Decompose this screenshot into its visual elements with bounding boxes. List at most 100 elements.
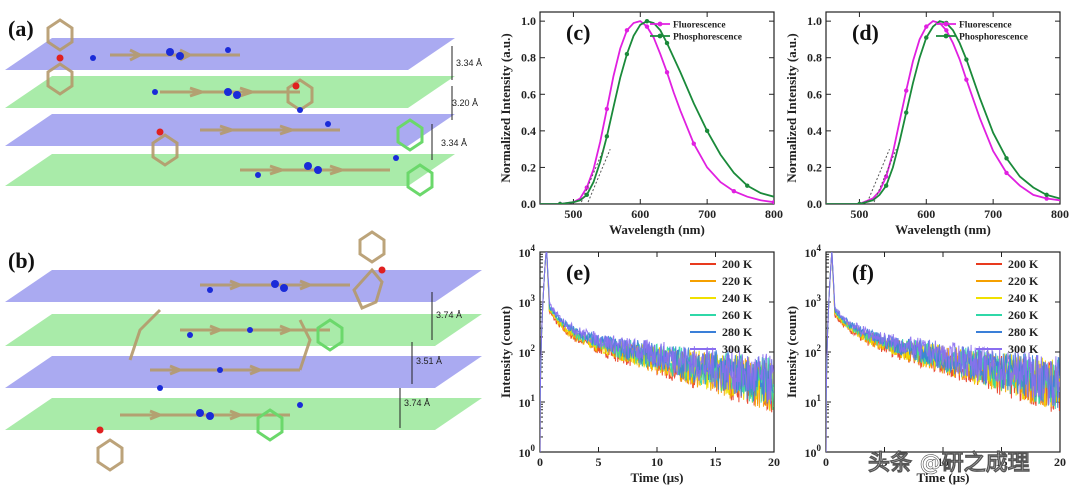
legend-label-f: 200 K xyxy=(1008,257,1039,271)
data-point-c-1 xyxy=(584,192,589,198)
legend-label-c: Fluorescence xyxy=(673,21,726,31)
onset-line-c xyxy=(580,148,604,204)
data-point-c-0 xyxy=(604,106,610,112)
data-point-c-1 xyxy=(604,134,610,139)
data-point-d-1 xyxy=(964,57,969,62)
x-tick-label-c: 700 xyxy=(698,207,716,221)
legend-label-e: 220 K xyxy=(722,274,753,288)
panel-b-label: (b) xyxy=(8,248,35,273)
legend-label-e: 240 K xyxy=(722,291,753,305)
x-axis-label-f: Time (μs) xyxy=(917,470,970,485)
x-tick-label-c: 500 xyxy=(564,207,582,221)
plot-area-e xyxy=(540,252,774,452)
distance-arrows-b xyxy=(399,292,433,428)
series-line-d-1 xyxy=(826,20,1060,204)
y-tick-label-e: 103 xyxy=(519,293,536,310)
data-point-c-0 xyxy=(731,189,737,194)
atoms-a xyxy=(56,47,399,178)
data-point-d-0 xyxy=(924,24,929,29)
x-tick-label-f: 15 xyxy=(996,455,1008,469)
y-tick-label-e: 100 xyxy=(519,443,536,460)
distance-b2: 3.51 Å xyxy=(416,356,442,366)
chart-e: 0 5 10 15 20 100 101 102 103 104 Time (μs) Intensit… xyxy=(498,243,780,485)
distance-b3: 3.74 Å xyxy=(404,398,430,408)
legend-label-f: 300 K xyxy=(1008,342,1039,356)
x-tick-label-e: 0 xyxy=(537,455,543,469)
x-tick-label-d: 600 xyxy=(917,207,935,221)
y-tick-label-e: 102 xyxy=(519,343,536,360)
legend-marker-d xyxy=(943,21,949,27)
data-point-c-1 xyxy=(644,18,650,24)
legend-label-f: 260 K xyxy=(1008,308,1039,322)
panel-label-c: (c) xyxy=(566,20,590,45)
x-tick-label-e: 10 xyxy=(651,455,663,469)
x-tick-label-e: 20 xyxy=(768,455,780,469)
green-ring-a xyxy=(396,118,434,197)
plot-area-c xyxy=(540,18,774,204)
y-tick-label-c: 0.6 xyxy=(521,87,536,101)
distance-a3: 3.34 Å xyxy=(441,138,467,148)
plot-frame-d xyxy=(825,11,1061,205)
y-tick-label-d: 0.2 xyxy=(807,160,822,174)
data-point-d-0 xyxy=(1044,196,1049,201)
series-line-c-1 xyxy=(540,20,774,204)
y-tick-label-d: 1.0 xyxy=(807,14,822,28)
y-tick-label-e: 101 xyxy=(519,393,536,410)
legend-marker-c xyxy=(657,33,663,39)
legend-label-e: 200 K xyxy=(722,257,753,271)
x-axis-label-d: Wavelength (nm) xyxy=(895,222,991,237)
y-tick-label-f: 101 xyxy=(805,393,822,410)
x-axis-label-e: Time (μs) xyxy=(631,470,684,485)
molecules-b xyxy=(96,230,386,472)
distance-arrows-a xyxy=(431,46,453,160)
data-point-c-0 xyxy=(664,70,670,75)
series-line-d-0 xyxy=(826,20,1060,204)
decay-curve-e-5 xyxy=(540,252,774,452)
x-axis-label-c: Wavelength (nm) xyxy=(609,222,705,237)
onset-line-d xyxy=(866,148,890,204)
data-point-c-1 xyxy=(624,51,630,57)
legend-label-f: 220 K xyxy=(1008,274,1039,288)
x-tick-label-c: 600 xyxy=(631,207,649,221)
x-tick-label-e: 5 xyxy=(596,455,602,469)
panel-label-f: (f) xyxy=(852,260,874,285)
legend-marker-c xyxy=(657,21,663,27)
data-point-c-0 xyxy=(771,199,774,204)
molecules-a xyxy=(46,18,390,176)
panel-b: (b) 3.74 Å 3.51 Å 3.74 Å xyxy=(5,230,482,472)
data-point-d-1 xyxy=(1044,192,1049,198)
data-point-d-0 xyxy=(964,77,969,82)
x-tick-label-d: 800 xyxy=(1051,207,1069,221)
legend-label-e: 280 K xyxy=(722,325,753,339)
data-point-c-1 xyxy=(745,183,750,188)
data-point-d-1 xyxy=(857,201,862,204)
y-tick-label-c: 0.8 xyxy=(521,51,536,65)
watermark: 头条 @研之成理 xyxy=(868,450,1030,476)
plane-a4 xyxy=(5,154,455,186)
plot-frame-c xyxy=(539,11,775,205)
legend-label-d: Phosphorescence xyxy=(959,33,1028,43)
y-tick-label-c: 0.4 xyxy=(521,124,536,138)
y-tick-label-f: 103 xyxy=(805,293,822,310)
data-point-c-0 xyxy=(644,24,650,29)
legend-label-d: Fluorescence xyxy=(959,21,1012,31)
x-tick-label-f: 20 xyxy=(1054,455,1066,469)
y-axis-label-d: Normalized Intensity (a.u.) xyxy=(784,33,799,183)
distance-b1: 3.74 Å xyxy=(436,310,462,320)
plane-b3 xyxy=(5,356,482,388)
data-point-c-1 xyxy=(664,40,670,46)
y-tick-label-c: 0.0 xyxy=(521,197,536,211)
x-tick-label-f: 0 xyxy=(823,455,829,469)
onset-line-c xyxy=(586,148,611,204)
y-tick-label-d: 0.0 xyxy=(807,197,822,211)
panel-label-d: (d) xyxy=(852,20,879,45)
x-tick-label-c: 800 xyxy=(765,207,783,221)
y-axis-label-f: Intensity (count) xyxy=(784,306,799,398)
green-ring-b xyxy=(256,318,344,442)
y-tick-label-f: 102 xyxy=(805,343,822,360)
onset-line-d xyxy=(872,148,897,204)
legend-label-f: 240 K xyxy=(1008,291,1039,305)
data-point-c-0 xyxy=(624,28,630,33)
data-point-c-1 xyxy=(557,201,563,204)
